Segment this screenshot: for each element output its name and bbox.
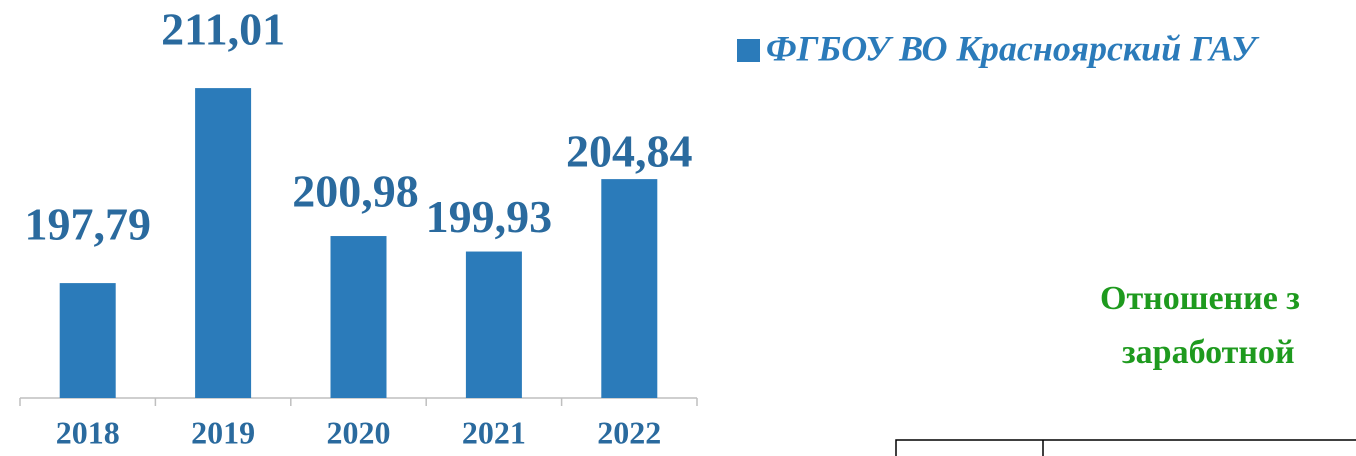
caption-line: заработной (1122, 334, 1295, 371)
x-tick-label: 2022 (597, 414, 661, 450)
bar (59, 283, 116, 398)
data-label: 204,84 (566, 126, 693, 177)
data-label: 211,01 (161, 4, 285, 55)
bar (465, 251, 522, 398)
x-tick-label: 2018 (56, 414, 120, 450)
legend-swatch (737, 39, 760, 62)
data-label: 197,79 (24, 199, 151, 250)
x-tick-label: 2019 (191, 414, 255, 450)
bar (330, 236, 387, 398)
bar (601, 179, 658, 398)
legend-label: ФГБОУ ВО Красноярский ГАУ (766, 28, 1260, 68)
x-tick-label: 2020 (327, 414, 391, 450)
x-tick-label: 2021 (462, 414, 526, 450)
data-label: 199,93 (426, 191, 553, 242)
bar (195, 88, 252, 398)
caption-line: Отношение з (1100, 280, 1300, 317)
table-frame (895, 439, 1356, 456)
data-label: 200,98 (292, 166, 419, 217)
